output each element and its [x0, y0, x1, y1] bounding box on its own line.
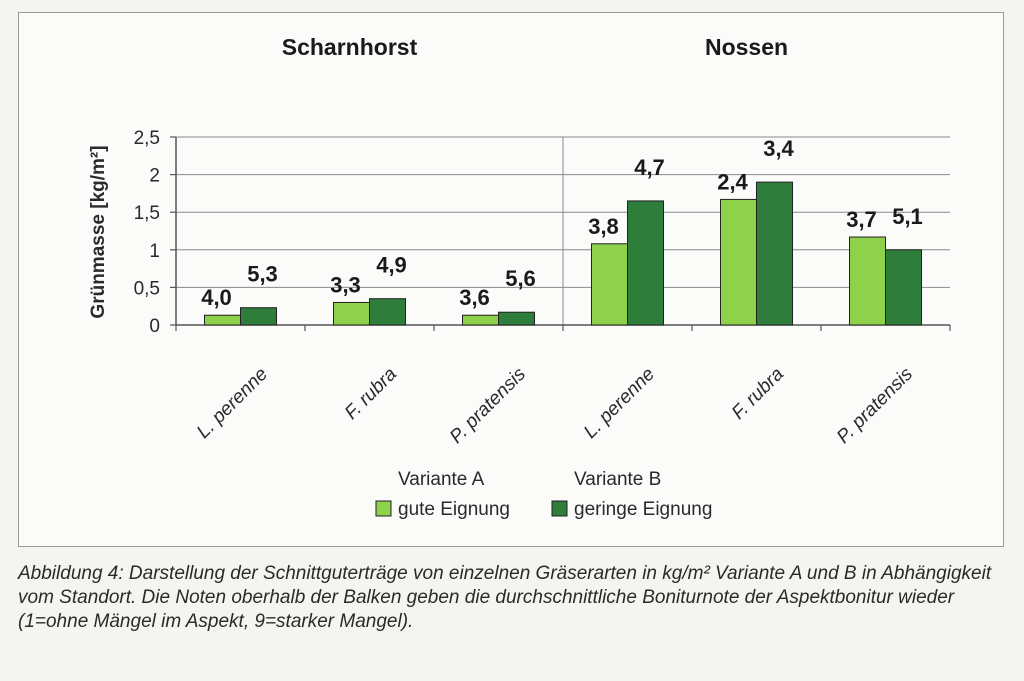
bar-value-label: 3,6 [459, 285, 490, 310]
bar-variante-b [369, 298, 406, 326]
bar-value-label: 3,7 [846, 207, 877, 232]
bar-variante-b [627, 200, 664, 326]
y-tick-label: 1 [149, 241, 160, 262]
group-title: Scharnhorst [282, 34, 418, 60]
bar-value-label: 5,6 [505, 266, 536, 291]
x-category-label: P. pratensis [446, 363, 530, 447]
bar-variante-a [204, 314, 241, 326]
bar-value-label: 5,3 [247, 262, 278, 287]
legend-header: Variante B [574, 469, 661, 490]
bar-variante-a [462, 314, 499, 326]
x-category-label: F. rubra [341, 364, 401, 424]
legend-label: geringe Eignung [574, 499, 712, 520]
bar-variante-a [720, 198, 757, 326]
bar-value-label: 2,4 [717, 169, 748, 194]
x-category-label: F. rubra [728, 364, 788, 424]
bar-variante-b [240, 307, 277, 326]
bar-variante-b [498, 311, 535, 326]
bar-variante-b [885, 249, 922, 326]
bar-value-label: 3,8 [588, 214, 619, 239]
x-category-label: L. perenne [580, 364, 659, 443]
y-axis-title: Grünmasse [kg/m²] [88, 145, 109, 318]
x-category-label: P. pratensis [833, 363, 917, 447]
y-tick-label: 0 [149, 316, 160, 337]
y-tick-label: 0,5 [134, 278, 160, 299]
bar-value-label: 5,1 [892, 204, 923, 229]
bar-value-label: 4,0 [201, 285, 232, 310]
group-title: Nossen [705, 34, 788, 60]
legend-swatch [375, 500, 392, 517]
bar-variante-a [333, 301, 370, 326]
bar-value-label: 4,9 [376, 253, 407, 278]
grouped-bar-chart: 0 0,5 1 1,5 2 2,5 Grünmasse [kg/m²] Scharnhorst… [88, 34, 951, 520]
bar-value-label: 3,4 [763, 136, 794, 161]
bar-value-label: 3,3 [330, 272, 361, 297]
legend-header: Variante A [398, 469, 485, 490]
figure-caption: Abbildung 4: Darstellung der Schnittgute… [18, 563, 992, 632]
legend-swatch [551, 500, 568, 517]
bar-value-label: 4,7 [634, 155, 665, 180]
y-tick-label: 2,5 [134, 128, 160, 149]
bar-variante-a [591, 243, 628, 326]
legend-label: gute Eignung [398, 499, 510, 520]
bar-variante-b [756, 181, 793, 326]
x-category-label: L. perenne [193, 364, 272, 443]
bar-variante-a [849, 236, 886, 326]
y-tick-label: 2 [149, 166, 160, 187]
y-tick-label: 1,5 [134, 203, 160, 224]
